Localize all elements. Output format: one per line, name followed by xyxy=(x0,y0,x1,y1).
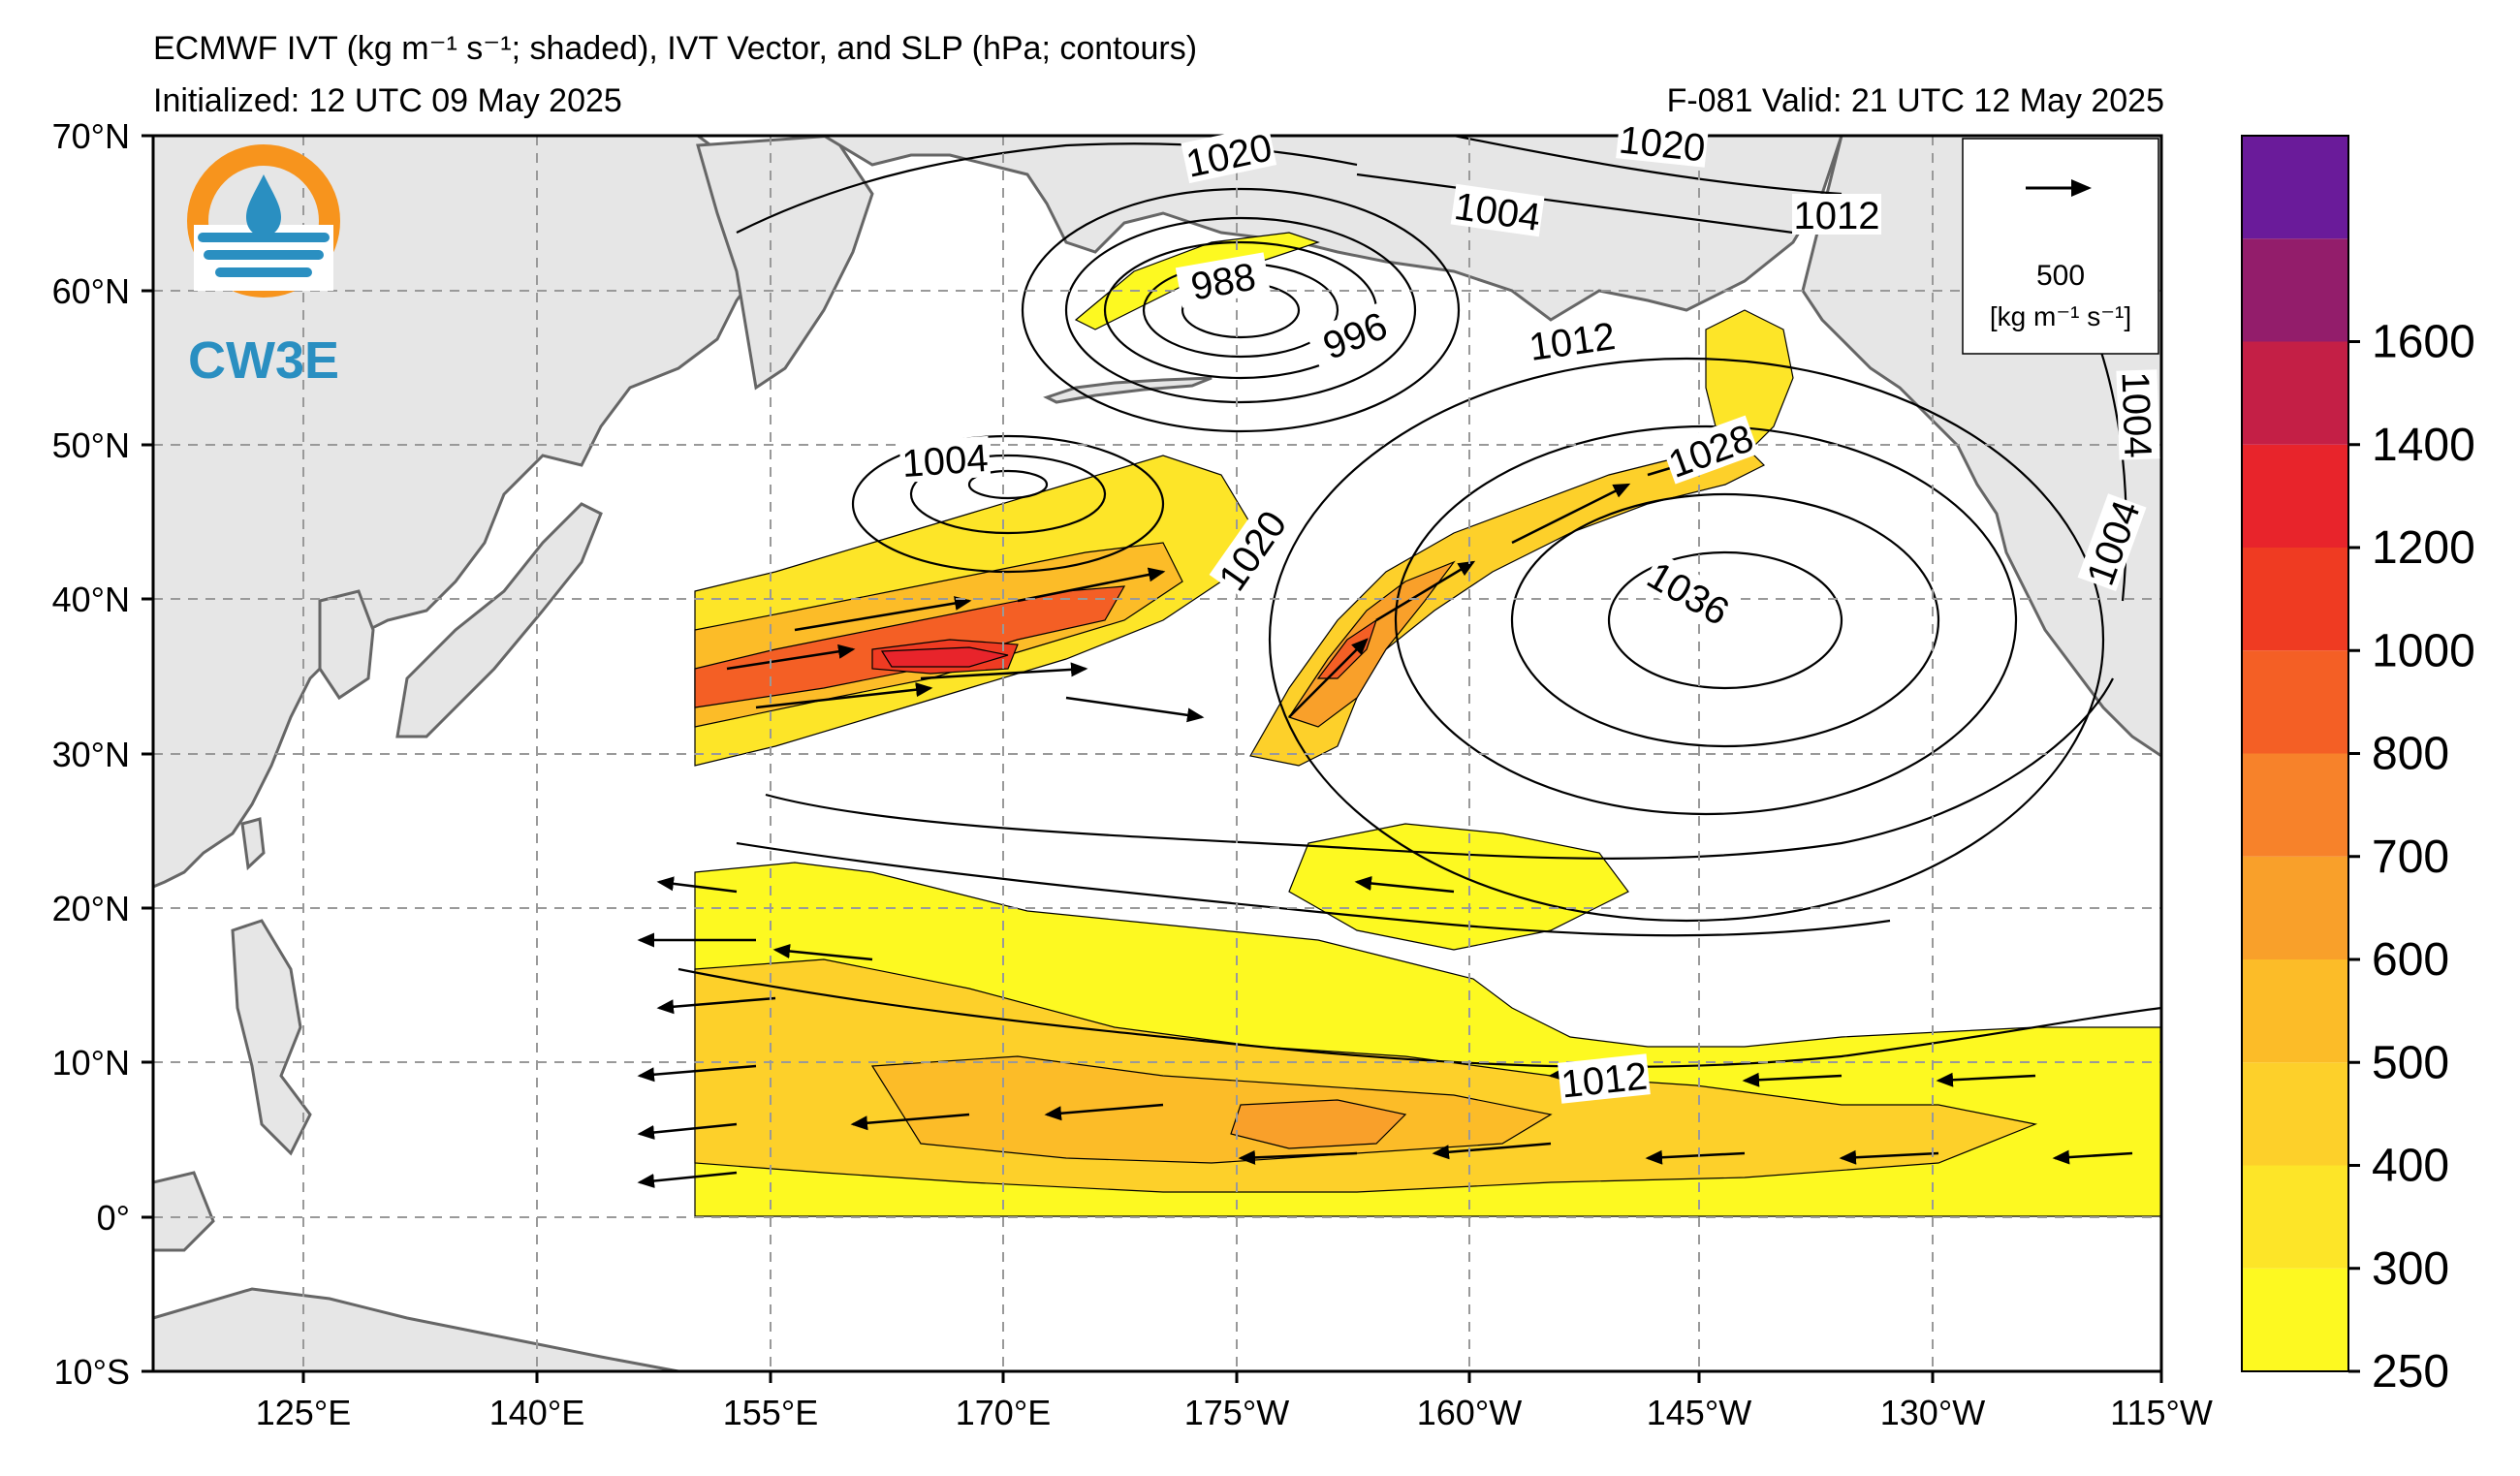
colorbar-tick-label: 400 xyxy=(2372,1141,2449,1192)
colorbar-cell xyxy=(2242,959,2348,1063)
key-value: 500 xyxy=(2036,260,2085,292)
contour-label: 1020 xyxy=(1616,117,1710,171)
colorbar-cell xyxy=(2242,444,2348,548)
kamchatka xyxy=(696,136,874,391)
colorbar-cell xyxy=(2242,341,2348,445)
svg-text:1004: 1004 xyxy=(900,437,990,486)
latitude-label: 50°N xyxy=(52,425,130,465)
borneo xyxy=(153,1171,215,1252)
land-areas xyxy=(153,136,2161,1371)
cw3e-logo: CW3E xyxy=(187,144,340,390)
latitude-label: 70°N xyxy=(52,116,130,156)
map-title: ECMWF IVT (kg m⁻¹ s⁻¹; shaded), IVT Vect… xyxy=(153,30,1198,67)
colorbar-cell xyxy=(2242,1062,2348,1166)
longitude-label: 170°E xyxy=(956,1393,1051,1432)
longitude-label: 130°W xyxy=(1880,1393,1985,1432)
colorbar xyxy=(2241,135,2349,1372)
latitude-label: 20°N xyxy=(52,889,130,928)
new-guinea xyxy=(153,1287,679,1371)
contour-label: 1012 xyxy=(1557,1053,1651,1107)
colorbar-tick-label: 1400 xyxy=(2372,420,2475,471)
contour-label: 1004 xyxy=(1450,183,1545,239)
colorbar-tick-label: 300 xyxy=(2372,1243,2449,1295)
colorbar-cell xyxy=(2242,1165,2348,1269)
vector-key: 500 [kg m⁻¹ s⁻¹] xyxy=(1962,138,2159,355)
longitude-label: 175°W xyxy=(1184,1393,1289,1432)
key-unit: [kg m⁻¹ s⁻¹] xyxy=(1990,301,2131,331)
colorbar-tick-label: 250 xyxy=(2372,1346,2449,1397)
longitude-label: 145°W xyxy=(1647,1393,1751,1432)
latitude-label: 10°N xyxy=(52,1043,130,1083)
initialized-time: Initialized: 12 UTC 09 May 2025 xyxy=(153,82,622,119)
contour-label: 1012 xyxy=(1792,194,1881,237)
valid-time: F-081 Valid: 21 UTC 12 May 2025 xyxy=(1666,82,2164,119)
svg-text:1012: 1012 xyxy=(1794,195,1880,237)
contour-label: 1004 xyxy=(2113,369,2160,460)
alaska-plume xyxy=(1705,309,1794,456)
longitude-label: 155°E xyxy=(723,1393,818,1432)
contour-label: 1004 xyxy=(898,435,992,486)
japan xyxy=(395,502,603,738)
tick-marks xyxy=(142,134,2163,1383)
colorbar-tick-label: 700 xyxy=(2372,832,2449,883)
svg-text:1020: 1020 xyxy=(1617,118,1707,170)
colorbar-tick-label: 1600 xyxy=(2372,317,2475,368)
slp-contours xyxy=(677,136,2161,1068)
colorbar-cell xyxy=(2242,753,2348,857)
water-drop-icon xyxy=(246,174,281,236)
colorbar-tick-label: 500 xyxy=(2372,1037,2449,1088)
colorbar-labels: 250 300 400 500 600 700 800 1000 1200 1400 1600 xyxy=(2348,317,2475,1397)
colorbar-cell xyxy=(2242,856,2348,959)
latitude-label: 30°N xyxy=(52,735,130,774)
taiwan xyxy=(240,817,266,871)
philippines xyxy=(231,919,312,1156)
latitude-label: 60°N xyxy=(52,271,130,311)
logo-text: CW3E xyxy=(188,331,339,390)
svg-text:1012: 1012 xyxy=(1559,1054,1650,1106)
logo-waves xyxy=(198,233,330,277)
colorbar-cell xyxy=(2242,650,2348,754)
colorbar-cell xyxy=(2242,548,2348,651)
svg-text:1004: 1004 xyxy=(2113,371,2158,458)
colorbar-tick-label: 1200 xyxy=(2372,522,2475,574)
ivt-shading xyxy=(694,232,2161,1217)
gridlines xyxy=(153,136,2161,1371)
colorbar-cell xyxy=(2242,1268,2348,1371)
longitude-labels: 125°E 140°E 155°E 170°E 175°W 160°W 145°W 130°W… xyxy=(256,1393,2213,1432)
korea-peninsula xyxy=(318,589,375,701)
latitude-label: 10°S xyxy=(54,1352,130,1392)
latitude-label: 40°N xyxy=(52,580,130,619)
latitude-label: 0° xyxy=(97,1198,130,1238)
colorbar-tick-label: 1000 xyxy=(2372,625,2475,676)
colorbar-cell xyxy=(2242,238,2348,342)
colorbar-tick-label: 600 xyxy=(2372,934,2449,986)
latitude-labels: 70°N 60°N 50°N 40°N 30°N 20°N 10°N 0° 10°S xyxy=(52,116,130,1392)
colorbar-cell xyxy=(2242,136,2348,239)
longitude-label: 125°E xyxy=(256,1393,351,1432)
longitude-label: 140°E xyxy=(489,1393,584,1432)
longitude-label: 160°W xyxy=(1417,1393,1522,1432)
colorbar-tick-label: 800 xyxy=(2372,729,2449,780)
longitude-label: 115°W xyxy=(2110,1393,2213,1432)
